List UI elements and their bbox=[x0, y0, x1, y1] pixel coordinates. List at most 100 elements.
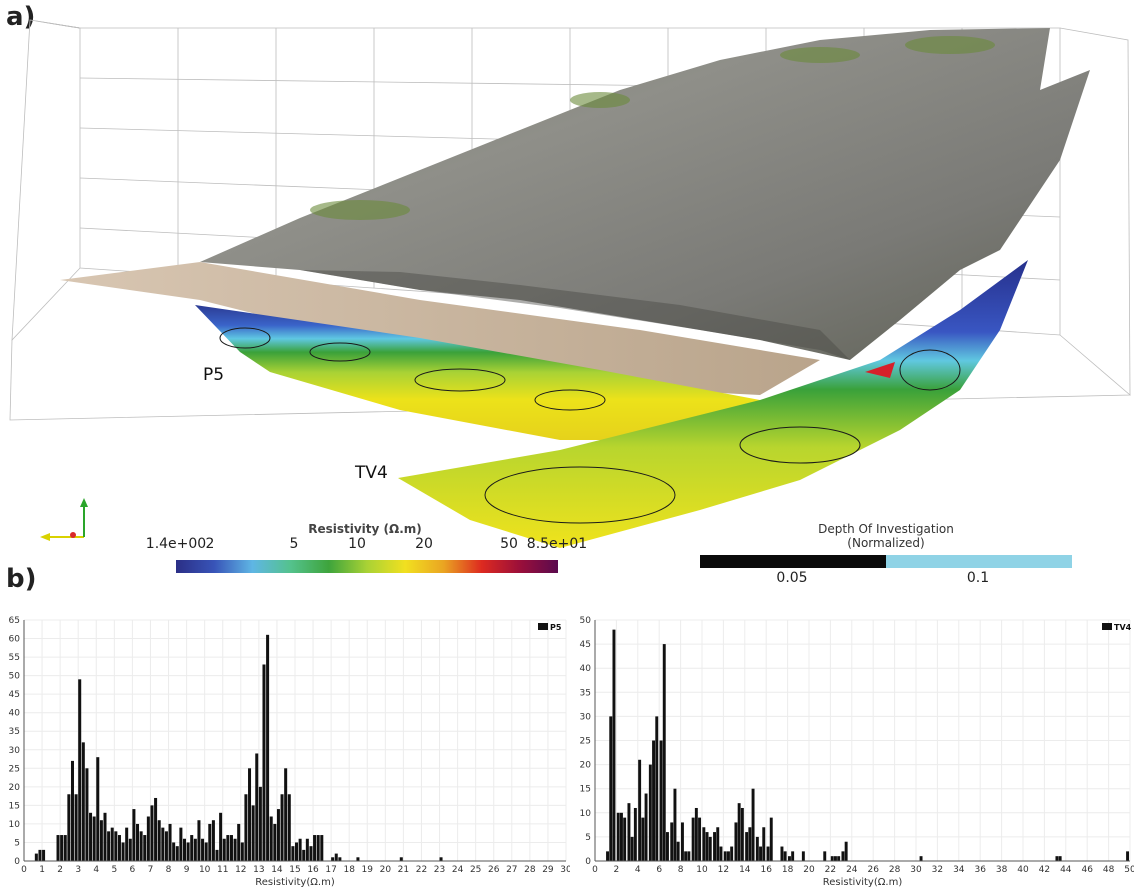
histogram-bar bbox=[751, 788, 755, 861]
x-tick-label: 22 bbox=[416, 865, 427, 875]
x-axis-label: Resistivity(Ω.m) bbox=[255, 877, 335, 888]
x-tick-label: 50 bbox=[1124, 865, 1134, 875]
histogram-bar bbox=[787, 856, 791, 861]
histogram-bar bbox=[114, 831, 118, 861]
x-tick-label: 9 bbox=[184, 865, 190, 875]
histogram-bar bbox=[313, 835, 317, 861]
y-tick-label: 5 bbox=[14, 838, 20, 848]
x-tick-label: 3 bbox=[75, 865, 81, 875]
histogram-bar bbox=[919, 856, 923, 861]
x-tick-label: 0 bbox=[21, 865, 27, 875]
y-tick-label: 50 bbox=[580, 616, 592, 626]
tv4-profile bbox=[398, 260, 1028, 548]
doi-tick-label: 0.05 bbox=[776, 570, 808, 586]
histogram-bar bbox=[204, 842, 208, 861]
histogram-bar bbox=[298, 838, 302, 861]
x-tick-label: 24 bbox=[846, 865, 858, 875]
y-tick-label: 60 bbox=[9, 635, 21, 645]
histogram-bar bbox=[103, 812, 107, 861]
histogram-bar bbox=[255, 753, 259, 861]
histogram-bar bbox=[655, 716, 659, 861]
histogram-bar bbox=[801, 851, 805, 861]
histogram-bar bbox=[627, 803, 631, 861]
histogram-bar bbox=[841, 851, 845, 861]
y-tick-label: 25 bbox=[9, 764, 20, 774]
y-tick-label: 15 bbox=[580, 785, 591, 795]
histogram-bar bbox=[229, 835, 233, 861]
y-tick-label: 35 bbox=[580, 688, 591, 698]
histogram-bar bbox=[1058, 856, 1062, 861]
x-tick-label: 22 bbox=[825, 865, 836, 875]
histogram-bar bbox=[698, 817, 702, 861]
histogram-bar bbox=[844, 841, 848, 861]
histogram-bar bbox=[208, 823, 212, 861]
y-tick-label: 20 bbox=[9, 783, 21, 793]
tv4-contours bbox=[484, 349, 961, 524]
colorbar-tick-label: 1.4e+00 bbox=[145, 536, 207, 552]
y-tick-label: 0 bbox=[585, 857, 591, 867]
y-tick-label: 10 bbox=[580, 809, 592, 819]
histogram-bar bbox=[305, 838, 309, 861]
histogram-bar bbox=[280, 794, 284, 861]
y-tick-label: 45 bbox=[580, 640, 591, 650]
legend-swatch bbox=[538, 623, 548, 630]
histogram-bar bbox=[769, 817, 773, 861]
histogram-bar bbox=[150, 805, 154, 861]
x-axis-label: Resistivity(Ω.m) bbox=[823, 877, 903, 888]
histogram-bar bbox=[630, 836, 634, 861]
x-tick-label: 28 bbox=[889, 865, 901, 875]
x-tick-label: 40 bbox=[1017, 865, 1029, 875]
histogram-bar bbox=[766, 846, 770, 861]
histogram-bar bbox=[215, 849, 219, 861]
histogram-bar bbox=[136, 823, 140, 861]
histogram-bar bbox=[652, 740, 656, 861]
histogram-bar bbox=[248, 768, 252, 861]
histogram-bar bbox=[1055, 856, 1059, 861]
histogram-bar bbox=[273, 823, 277, 861]
histogram-bar bbox=[258, 786, 262, 861]
x-tick-label: 2 bbox=[614, 865, 620, 875]
histogram-bar bbox=[92, 816, 96, 861]
histogram-bar bbox=[56, 835, 60, 861]
x-tick-label: 42 bbox=[1039, 865, 1050, 875]
histogram-bar bbox=[110, 827, 114, 861]
colorbar-tick-label: 5 bbox=[289, 536, 299, 552]
histogram-bar bbox=[132, 809, 136, 861]
resistivity-colorbar bbox=[176, 560, 558, 573]
histogram-bar bbox=[157, 820, 161, 861]
histogram-bar bbox=[755, 836, 759, 861]
histogram-bar bbox=[791, 851, 795, 861]
histogram-bar bbox=[197, 820, 201, 861]
y-tick-label: 50 bbox=[9, 672, 21, 682]
histogram-bar bbox=[399, 857, 403, 861]
x-tick-label: 4 bbox=[635, 865, 641, 875]
histogram-bar bbox=[172, 842, 176, 861]
histogram-bar bbox=[641, 817, 645, 861]
y-tick-label: 40 bbox=[580, 664, 592, 674]
histogram-bar bbox=[702, 827, 706, 861]
doi-title-line1: Depth Of Investigation bbox=[818, 522, 954, 536]
histogram-bar bbox=[117, 835, 121, 861]
p5-contours bbox=[219, 327, 606, 411]
histogram-bar bbox=[302, 849, 306, 861]
x-tick-label: 28 bbox=[524, 865, 536, 875]
histogram-bar bbox=[676, 841, 680, 861]
x-tick-label: 13 bbox=[253, 865, 264, 875]
p5-profile bbox=[195, 305, 800, 440]
colorbar-tick-label: 10 bbox=[348, 536, 366, 552]
histogram-bar bbox=[638, 759, 642, 861]
histogram-bar bbox=[139, 831, 143, 861]
histogram-bar bbox=[89, 812, 93, 861]
histogram-bar bbox=[128, 838, 132, 861]
histogram-bar bbox=[740, 807, 744, 861]
y-tick-label: 20 bbox=[580, 761, 592, 771]
histogram-bar bbox=[291, 846, 295, 861]
x-tick-label: 4 bbox=[93, 865, 99, 875]
histogram-bar bbox=[320, 835, 324, 861]
x-tick-label: 8 bbox=[166, 865, 172, 875]
histogram-bar bbox=[287, 794, 291, 861]
histogram-bar bbox=[662, 644, 666, 861]
y-tick-label: 30 bbox=[580, 712, 592, 722]
histogram-bar bbox=[439, 857, 443, 861]
x-tick-label: 34 bbox=[953, 865, 965, 875]
